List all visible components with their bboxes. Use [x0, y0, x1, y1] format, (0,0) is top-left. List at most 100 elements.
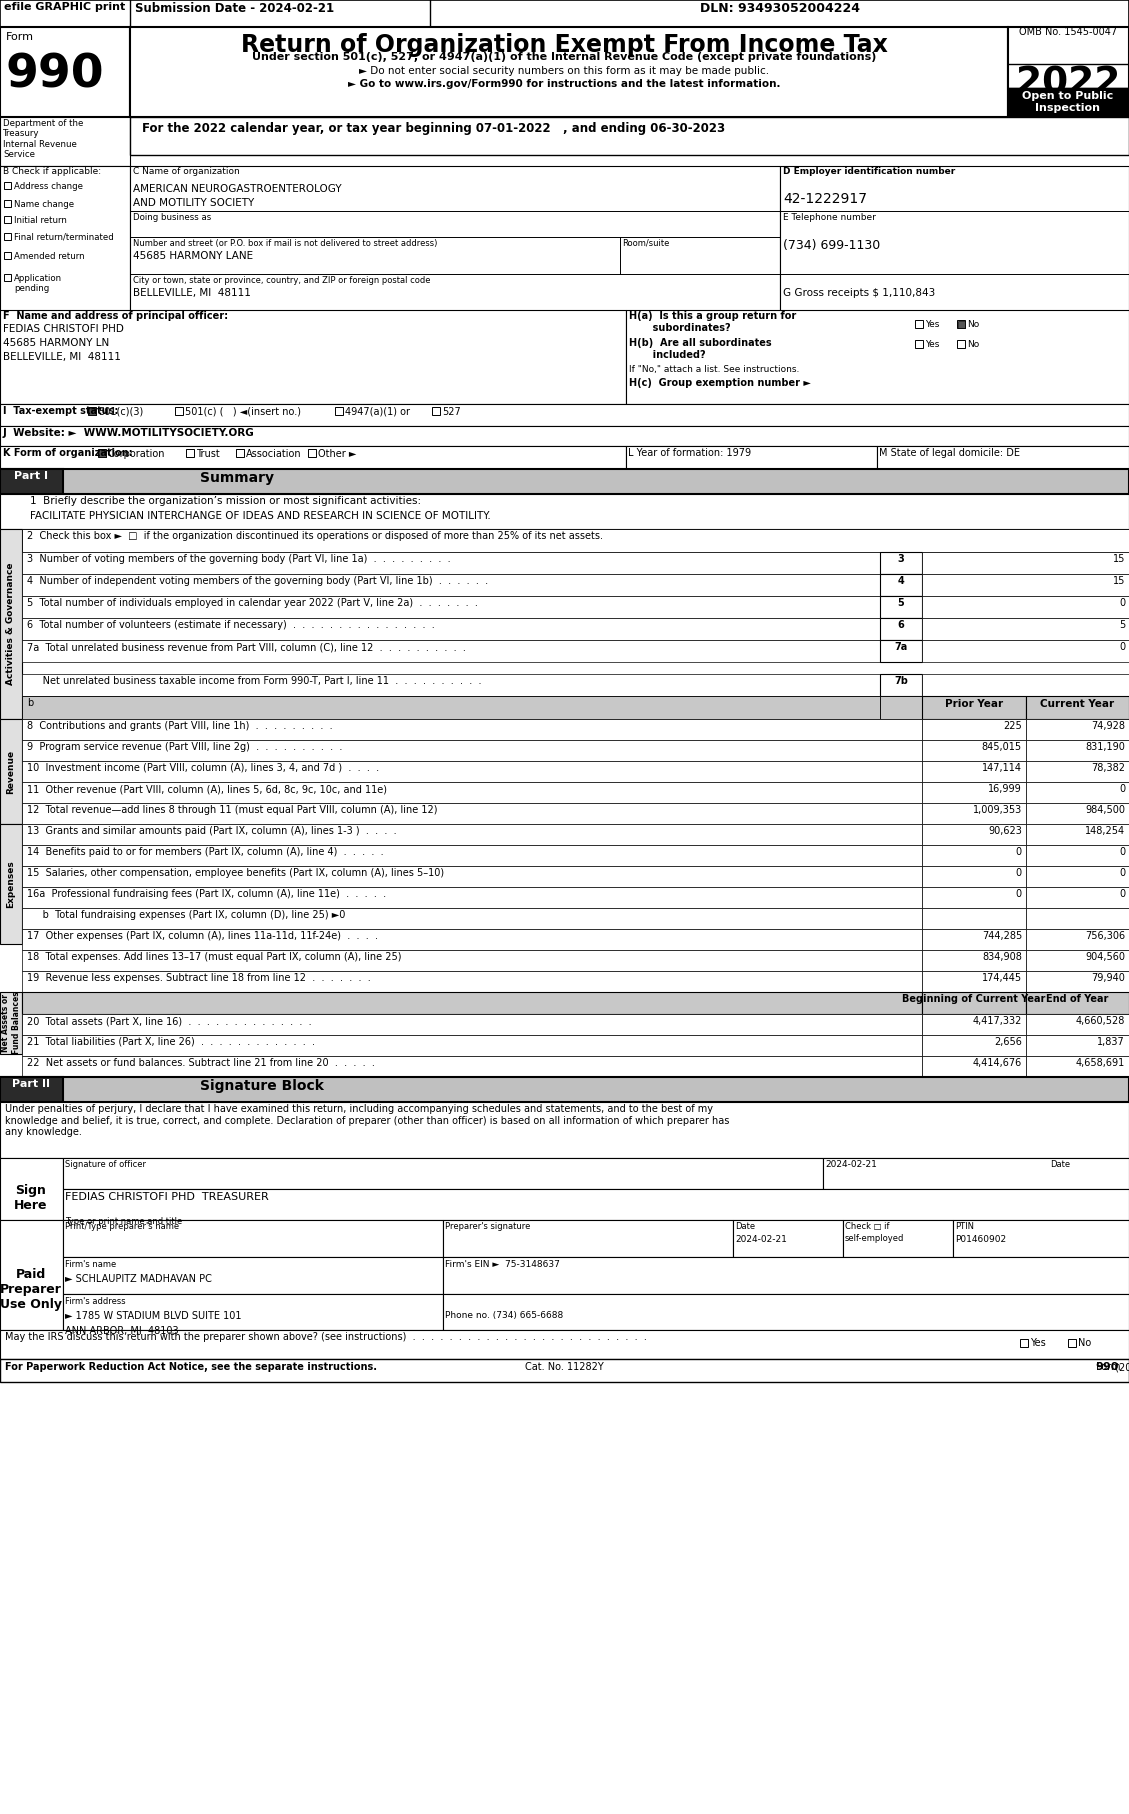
- Bar: [88, 408, 96, 415]
- Text: DLN: 93493052004224: DLN: 93493052004224: [700, 2, 860, 15]
- Text: 45685 HARMONY LANE: 45685 HARMONY LANE: [133, 250, 253, 261]
- Text: No: No: [968, 339, 979, 348]
- Text: 834,908: 834,908: [982, 952, 1022, 961]
- Text: 45685 HARMONY LN: 45685 HARMONY LN: [3, 337, 110, 348]
- Bar: [21, 845, 922, 865]
- Text: Doing business as: Doing business as: [133, 212, 211, 221]
- Bar: [0, 470, 63, 493]
- Text: AND MOTILITY SOCIETY: AND MOTILITY SOCIETY: [133, 198, 254, 209]
- Text: 744,285: 744,285: [982, 931, 1022, 941]
- Text: 756,306: 756,306: [1085, 931, 1124, 941]
- Text: FACILITATE PHYSICIAN INTERCHANGE OF IDEAS AND RESEARCH IN SCIENCE OF MOTILITY.: FACILITATE PHYSICIAN INTERCHANGE OF IDEA…: [30, 512, 491, 521]
- Bar: [0, 27, 130, 116]
- Bar: [1019, 1339, 1029, 1348]
- Text: b  Total fundraising expenses (Part IX, column (D), line 25) ►0: b Total fundraising expenses (Part IX, c…: [27, 911, 345, 920]
- Text: K Form of organization:: K Form of organization:: [3, 448, 132, 457]
- Text: If "No," attach a list. See instructions.: If "No," attach a list. See instructions…: [629, 365, 799, 374]
- Text: 2024-02-21: 2024-02-21: [735, 1235, 787, 1244]
- Text: 17  Other expenses (Part IX, column (A), lines 11a-11d, 11f-24e)  .  .  .  .: 17 Other expenses (Part IX, column (A), …: [27, 931, 378, 941]
- Bar: [1026, 1036, 1129, 1056]
- Bar: [1026, 865, 1129, 887]
- Text: For Paperwork Reduction Act Notice, see the separate instructions.: For Paperwork Reduction Act Notice, see …: [5, 1362, 377, 1371]
- Text: 0: 0: [1119, 889, 1124, 900]
- Text: Expenses: Expenses: [7, 860, 16, 907]
- Bar: [186, 450, 194, 457]
- Bar: [21, 1036, 922, 1056]
- Text: 10  Investment income (Part VIII, column (A), lines 3, 4, and 7d )  .  .  .  .: 10 Investment income (Part VIII, column …: [27, 764, 379, 773]
- Bar: [922, 675, 1129, 697]
- Bar: [21, 697, 879, 718]
- Bar: [0, 992, 21, 1054]
- Bar: [733, 1221, 843, 1257]
- Text: May the IRS discuss this return with the preparer shown above? (see instructions: May the IRS discuss this return with the…: [5, 1331, 647, 1342]
- Bar: [1026, 697, 1129, 718]
- Text: For the 2022 calendar year, or tax year beginning 07-01-2022   , and ending 06-3: For the 2022 calendar year, or tax year …: [142, 122, 725, 134]
- Text: OMB No. 1545-0047: OMB No. 1545-0047: [1019, 27, 1117, 36]
- Bar: [780, 167, 1129, 363]
- Bar: [823, 1157, 1129, 1188]
- Bar: [843, 1221, 953, 1257]
- Text: 4,417,332: 4,417,332: [972, 1016, 1022, 1027]
- Bar: [1026, 1056, 1129, 1078]
- Bar: [0, 446, 625, 470]
- Bar: [1026, 929, 1129, 951]
- Text: 0: 0: [1119, 847, 1124, 856]
- Text: (2022): (2022): [1112, 1362, 1129, 1371]
- Text: (734) 699-1130: (734) 699-1130: [784, 239, 881, 252]
- Text: 19  Revenue less expenses. Subtract line 18 from line 12  .  .  .  .  .  .  .: 19 Revenue less expenses. Subtract line …: [27, 972, 370, 983]
- Bar: [0, 1078, 63, 1101]
- Bar: [5, 200, 11, 207]
- Text: self-employed: self-employed: [844, 1234, 904, 1243]
- Text: No: No: [968, 319, 979, 328]
- Bar: [1026, 909, 1129, 929]
- Text: 13  Grants and similar amounts paid (Part IX, column (A), lines 1-3 )  .  .  .  : 13 Grants and similar amounts paid (Part…: [27, 825, 396, 836]
- Bar: [1026, 782, 1129, 804]
- Text: Association: Association: [246, 450, 301, 459]
- Bar: [922, 992, 1026, 1014]
- Bar: [98, 450, 106, 457]
- Text: 79,940: 79,940: [1091, 972, 1124, 983]
- Bar: [63, 1221, 443, 1257]
- Bar: [443, 1257, 1129, 1293]
- Text: 990: 990: [1095, 1362, 1119, 1371]
- Bar: [953, 1221, 1129, 1257]
- Bar: [0, 116, 130, 167]
- Bar: [1026, 740, 1129, 762]
- Bar: [21, 970, 922, 992]
- Bar: [1068, 1339, 1076, 1348]
- Text: 5: 5: [1119, 620, 1124, 629]
- Bar: [879, 675, 922, 697]
- Text: Firm's EIN ►  75-3148637: Firm's EIN ► 75-3148637: [445, 1261, 560, 1270]
- Bar: [957, 319, 965, 328]
- Text: P01460902: P01460902: [955, 1235, 1006, 1244]
- Bar: [21, 530, 1129, 551]
- Bar: [957, 321, 964, 328]
- Bar: [0, 1330, 1129, 1359]
- Text: Application
pending: Application pending: [14, 274, 62, 294]
- Text: 501(c) (   ) ◄(insert no.): 501(c) ( ) ◄(insert no.): [185, 406, 301, 417]
- Text: 990: 990: [5, 53, 104, 96]
- Text: 2024-02-21: 2024-02-21: [825, 1159, 877, 1168]
- Bar: [130, 27, 1008, 116]
- Text: Under penalties of perjury, I declare that I have examined this return, includin: Under penalties of perjury, I declare th…: [5, 1105, 729, 1137]
- Text: 7a  Total unrelated business revenue from Part VIII, column (C), line 12  .  .  : 7a Total unrelated business revenue from…: [27, 642, 466, 651]
- Bar: [922, 782, 1026, 804]
- Text: Firm's name: Firm's name: [65, 1261, 116, 1270]
- Bar: [0, 1359, 1129, 1382]
- Bar: [1026, 951, 1129, 970]
- Text: H(a)  Is this a group return for: H(a) Is this a group return for: [629, 310, 796, 321]
- Bar: [236, 450, 244, 457]
- Bar: [308, 450, 316, 457]
- Text: H(b)  Are all subordinates: H(b) Are all subordinates: [629, 337, 771, 348]
- Text: ► SCHLAUPITZ MADHAVAN PC: ► SCHLAUPITZ MADHAVAN PC: [65, 1273, 212, 1284]
- Text: Beginning of Current Year: Beginning of Current Year: [902, 994, 1045, 1003]
- Bar: [432, 406, 440, 415]
- Text: Part I: Part I: [14, 472, 49, 481]
- Text: Type or print name and title: Type or print name and title: [65, 1217, 182, 1226]
- Text: Net unrelated business taxable income from Form 990-T, Part I, line 11  .  .  . : Net unrelated business taxable income fr…: [27, 677, 481, 686]
- Bar: [21, 929, 922, 951]
- Text: 147,114: 147,114: [982, 764, 1022, 773]
- Bar: [879, 640, 922, 662]
- Text: I  Tax-exempt status:: I Tax-exempt status:: [3, 406, 119, 415]
- Text: ANN ARBOR, MI  48103: ANN ARBOR, MI 48103: [65, 1326, 178, 1335]
